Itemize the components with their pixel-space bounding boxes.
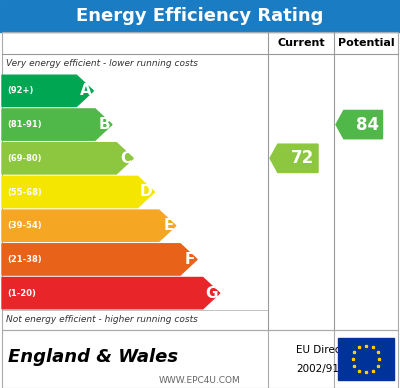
Text: Not energy efficient - higher running costs: Not energy efficient - higher running co… <box>6 315 198 324</box>
Text: (1-20): (1-20) <box>7 289 36 298</box>
Polygon shape <box>2 244 197 275</box>
Text: WWW.EPC4U.COM: WWW.EPC4U.COM <box>159 376 241 385</box>
Text: Current: Current <box>277 38 325 48</box>
Polygon shape <box>2 277 220 309</box>
Text: Potential: Potential <box>338 38 394 48</box>
Text: (21-38): (21-38) <box>7 255 42 264</box>
Text: B: B <box>98 117 110 132</box>
Polygon shape <box>2 176 154 208</box>
Polygon shape <box>2 75 93 107</box>
Text: D: D <box>140 185 152 199</box>
Text: Very energy efficient - lower running costs: Very energy efficient - lower running co… <box>6 59 198 69</box>
Polygon shape <box>336 111 382 139</box>
Polygon shape <box>2 210 176 241</box>
Text: 72: 72 <box>291 149 315 167</box>
Text: 2002/91/EC: 2002/91/EC <box>296 364 356 374</box>
Text: (81-91): (81-91) <box>7 120 42 129</box>
Polygon shape <box>2 109 112 140</box>
Text: (55-68): (55-68) <box>7 187 42 196</box>
Text: (69-80): (69-80) <box>7 154 42 163</box>
Text: F: F <box>185 252 195 267</box>
Bar <box>2 330 398 388</box>
Polygon shape <box>2 143 133 174</box>
Text: EU Directive: EU Directive <box>296 345 360 355</box>
Text: G: G <box>205 286 218 301</box>
Bar <box>2 32 398 330</box>
Text: E: E <box>164 218 174 233</box>
Text: (92+): (92+) <box>7 87 33 95</box>
Text: Energy Efficiency Rating: Energy Efficiency Rating <box>76 7 324 25</box>
Polygon shape <box>270 144 318 172</box>
Text: England & Wales: England & Wales <box>8 348 178 366</box>
Bar <box>0 0 400 32</box>
Text: C: C <box>120 151 131 166</box>
Bar <box>338 338 394 380</box>
Text: 84: 84 <box>356 116 380 133</box>
Text: (39-54): (39-54) <box>7 221 42 230</box>
Text: A: A <box>80 83 91 98</box>
